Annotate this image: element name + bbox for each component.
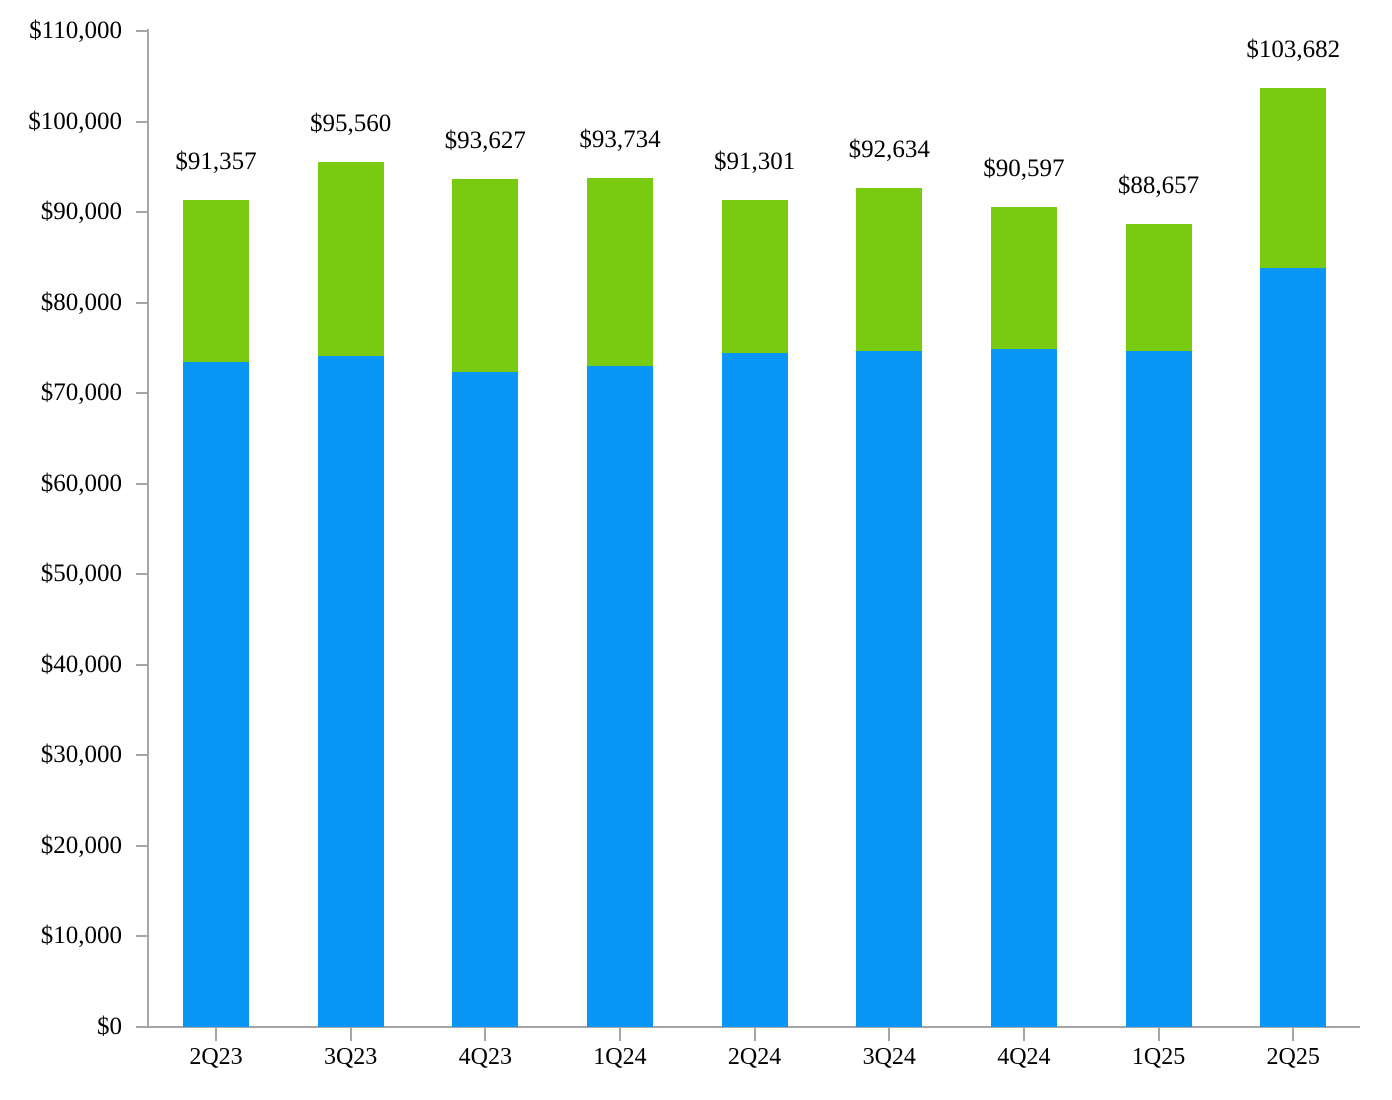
y-tick-label: $90,000 <box>40 198 122 226</box>
y-tick-mark <box>136 935 149 938</box>
y-tick-mark <box>136 482 149 485</box>
bar-total-label: $93,627 <box>444 127 526 155</box>
y-tick-mark <box>136 844 149 847</box>
bar-segment-top-green-segment-4Q24 <box>990 206 1057 349</box>
x-tick-label: 2Q25 <box>1266 1044 1320 1070</box>
y-tick-mark <box>136 30 149 32</box>
x-tick-mark <box>753 1027 756 1041</box>
bar-segment-top-green-segment-3Q23 <box>317 161 384 357</box>
x-tick-label: 2Q24 <box>727 1044 782 1070</box>
x-tick-mark <box>349 1027 352 1041</box>
bar-segment-top-green-segment-3Q24 <box>856 188 923 351</box>
bar-total-label: $95,560 <box>310 109 392 137</box>
y-tick-label: $60,000 <box>40 469 122 497</box>
y-tick-label: $0 <box>97 1013 122 1040</box>
bar-segment-top-green-segment-4Q23 <box>452 179 519 373</box>
x-tick-mark <box>888 1027 891 1041</box>
x-tick-label: 1Q24 <box>593 1044 647 1070</box>
bar-total-label: $93,734 <box>579 126 661 154</box>
bar-segment-bottom-blue-segment-3Q23 <box>317 356 384 1027</box>
y-tick-label: $30,000 <box>40 741 122 769</box>
x-tick-label: 4Q23 <box>458 1044 512 1070</box>
bar-segment-bottom-blue-segment-1Q24 <box>586 366 653 1027</box>
bar-segment-top-green-segment-2Q25 <box>1260 88 1327 269</box>
x-tick-label: 3Q24 <box>862 1044 916 1070</box>
y-tick-label: $50,000 <box>40 560 122 588</box>
x-axis-line <box>138 1026 1360 1028</box>
bar-segment-bottom-blue-segment-4Q23 <box>452 372 519 1027</box>
x-tick-mark <box>1157 1027 1160 1041</box>
bar-segment-bottom-blue-segment-1Q25 <box>1125 350 1192 1027</box>
x-tick-label: 1Q25 <box>1131 1044 1186 1070</box>
y-tick-label: $70,000 <box>40 379 122 407</box>
bar-total-label: $90,597 <box>983 154 1065 182</box>
bar-segment-bottom-blue-segment-2Q24 <box>721 353 788 1027</box>
x-tick-mark <box>484 1027 487 1041</box>
x-tick-mark <box>215 1027 217 1041</box>
y-tick-mark <box>136 301 149 304</box>
bar-total-label: $103,682 <box>1246 36 1341 64</box>
y-tick-mark <box>136 1026 149 1028</box>
bar-total-label: $91,357 <box>175 147 257 175</box>
bar-segment-bottom-blue-segment-4Q24 <box>990 348 1057 1027</box>
x-tick-label: 2Q23 <box>189 1044 243 1070</box>
bar-segment-bottom-blue-segment-3Q24 <box>856 350 923 1027</box>
y-tick-label: $80,000 <box>40 288 122 316</box>
bar-segment-top-green-segment-1Q25 <box>1125 224 1192 351</box>
y-tick-label: $20,000 <box>40 831 122 859</box>
x-tick-mark <box>1292 1027 1295 1041</box>
y-tick-mark <box>136 211 149 214</box>
bar-segment-top-green-segment-2Q24 <box>721 200 788 354</box>
x-tick-label: 3Q23 <box>323 1044 378 1070</box>
y-tick-label: $110,000 <box>29 17 122 44</box>
y-tick-mark <box>136 392 149 395</box>
bar-total-label: $91,301 <box>713 148 796 176</box>
bar-segment-top-green-segment-2Q23 <box>183 199 249 363</box>
y-tick-label: $100,000 <box>28 107 122 135</box>
x-tick-label: 4Q24 <box>997 1044 1051 1070</box>
y-axis-line <box>147 29 149 1027</box>
x-tick-mark <box>1022 1027 1025 1041</box>
y-tick-label: $40,000 <box>40 650 122 678</box>
y-tick-label: $10,000 <box>40 922 122 950</box>
bar-total-label: $88,657 <box>1117 172 1200 200</box>
x-tick-mark <box>618 1027 621 1041</box>
y-tick-mark <box>136 754 149 757</box>
bar-segment-bottom-blue-segment-2Q25 <box>1260 268 1327 1027</box>
bar-total-label: $92,634 <box>848 136 930 164</box>
y-tick-mark <box>136 120 149 123</box>
y-tick-mark <box>136 573 149 576</box>
y-tick-mark <box>136 663 149 666</box>
bar-segment-top-green-segment-1Q24 <box>586 178 653 366</box>
bar-segment-bottom-blue-segment-2Q23 <box>183 362 249 1027</box>
